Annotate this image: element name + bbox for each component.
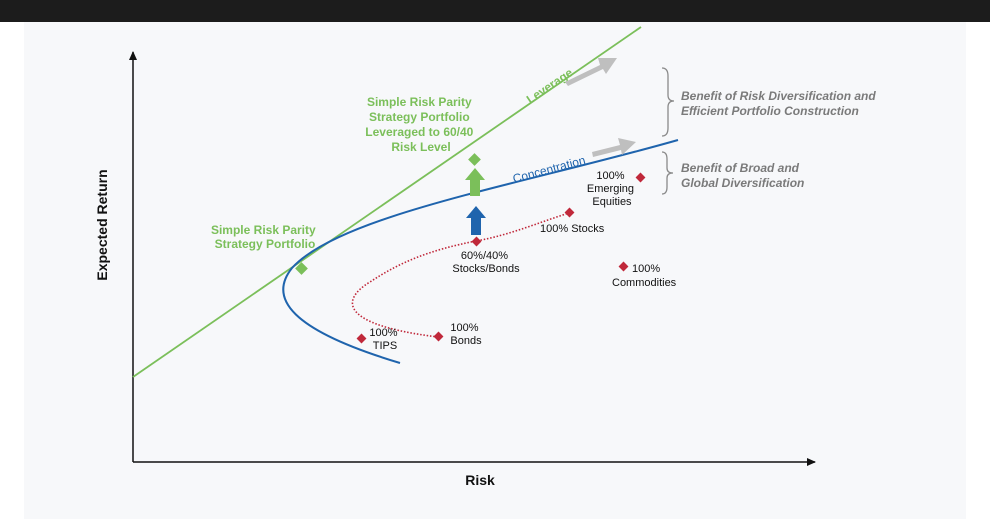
commodities-marker bbox=[618, 261, 629, 272]
leveraged-rp-label: Simple Risk Parity Strategy Portfolio Le… bbox=[365, 95, 476, 154]
sixty-forty-marker bbox=[471, 236, 482, 247]
benefit-risk-diversification: Benefit of Risk Diversification and Effi… bbox=[681, 89, 879, 118]
x-axis-title: Risk bbox=[465, 472, 495, 488]
brace-broad-diversification bbox=[661, 151, 674, 195]
concentration-label: Concentration bbox=[511, 153, 587, 186]
y-axis-title: Expected Return bbox=[94, 169, 110, 280]
emerging-label: 100% Emerging Equities bbox=[587, 170, 637, 208]
concentration-frontier bbox=[282, 139, 679, 364]
benefit-broad-diversification: Benefit of Broad and Global Diversificat… bbox=[681, 161, 804, 190]
emerging-marker bbox=[635, 172, 646, 183]
stocks-label: 100% Stocks bbox=[540, 223, 605, 235]
top-bar bbox=[0, 0, 990, 22]
concentration-gray-arrow bbox=[592, 138, 636, 157]
stocks-marker bbox=[564, 207, 575, 218]
commodities-label: 100% Commodities bbox=[612, 263, 677, 289]
tips-label: 100% TIPS bbox=[369, 327, 400, 352]
green-up-arrow bbox=[465, 168, 485, 196]
sixty-forty-label: 60%/40% Stocks/Bonds bbox=[452, 250, 520, 275]
simple-rp-marker bbox=[295, 262, 308, 275]
leverage-gray-arrow bbox=[565, 58, 617, 86]
leverage-label: Leverage bbox=[524, 65, 576, 106]
asset-curve bbox=[351, 212, 570, 338]
tips-marker bbox=[356, 333, 367, 344]
bonds-marker bbox=[433, 331, 444, 342]
bonds-label: 100% Bonds bbox=[450, 322, 482, 347]
leveraged-rp-marker bbox=[468, 153, 481, 166]
leverage-line bbox=[132, 26, 642, 378]
simple-rp-label: Simple Risk Parity Strategy Portfolio bbox=[211, 223, 319, 251]
blue-up-arrow bbox=[466, 206, 486, 235]
diagram-panel bbox=[24, 22, 966, 519]
brace-risk-diversification bbox=[661, 67, 675, 137]
